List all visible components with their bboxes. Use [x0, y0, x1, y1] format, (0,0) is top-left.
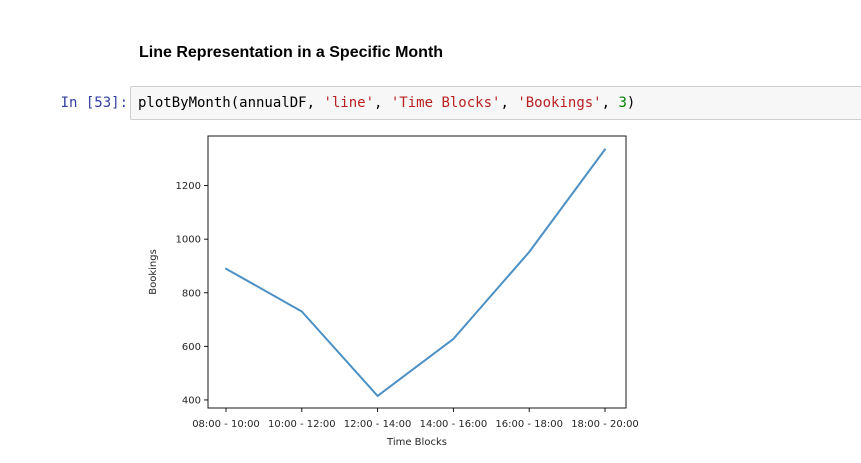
x-tick-label: 08:00 - 10:00	[192, 419, 260, 430]
code-token: ,	[601, 95, 619, 111]
y-tick-label: 600	[182, 342, 201, 353]
code-token: )	[626, 95, 636, 111]
x-tick-label: 12:00 - 14:00	[344, 419, 412, 430]
series-line	[225, 148, 606, 397]
code-token: 3	[618, 95, 627, 111]
x-axis-label: Time Blocks	[386, 437, 447, 448]
markdown-heading: Line Representation in a Specific Month	[139, 44, 444, 61]
x-tick-label: 10:00 - 12:00	[268, 419, 336, 430]
y-axis-label: Bookings	[148, 249, 159, 295]
code-cell-input[interactable]: plotByMonth(annualDF, 'line', 'Time Bloc…	[130, 86, 861, 120]
y-tick-label: 1000	[176, 235, 201, 246]
x-tick-label: 16:00 - 18:00	[495, 419, 563, 430]
code-token: ,	[374, 95, 391, 111]
code-token: 'Time Blocks'	[390, 95, 501, 111]
code-token: plotByMonth(annualDF,	[138, 95, 324, 111]
code-line: plotByMonth(annualDF, 'line', 'Time Bloc…	[138, 87, 635, 119]
cell-prompt: In [53]:	[60, 95, 128, 111]
x-tick-label: 18:00 - 20:00	[571, 419, 639, 430]
y-tick-label: 800	[182, 288, 201, 299]
x-tick-label: 14:00 - 16:00	[420, 419, 488, 430]
code-token: 'line'	[323, 95, 375, 111]
code-token: ,	[500, 95, 518, 111]
code-token: 'Bookings'	[517, 95, 602, 111]
plot-frame	[207, 135, 627, 409]
y-tick-label: 400	[182, 395, 201, 406]
y-tick-label: 1200	[176, 181, 201, 192]
